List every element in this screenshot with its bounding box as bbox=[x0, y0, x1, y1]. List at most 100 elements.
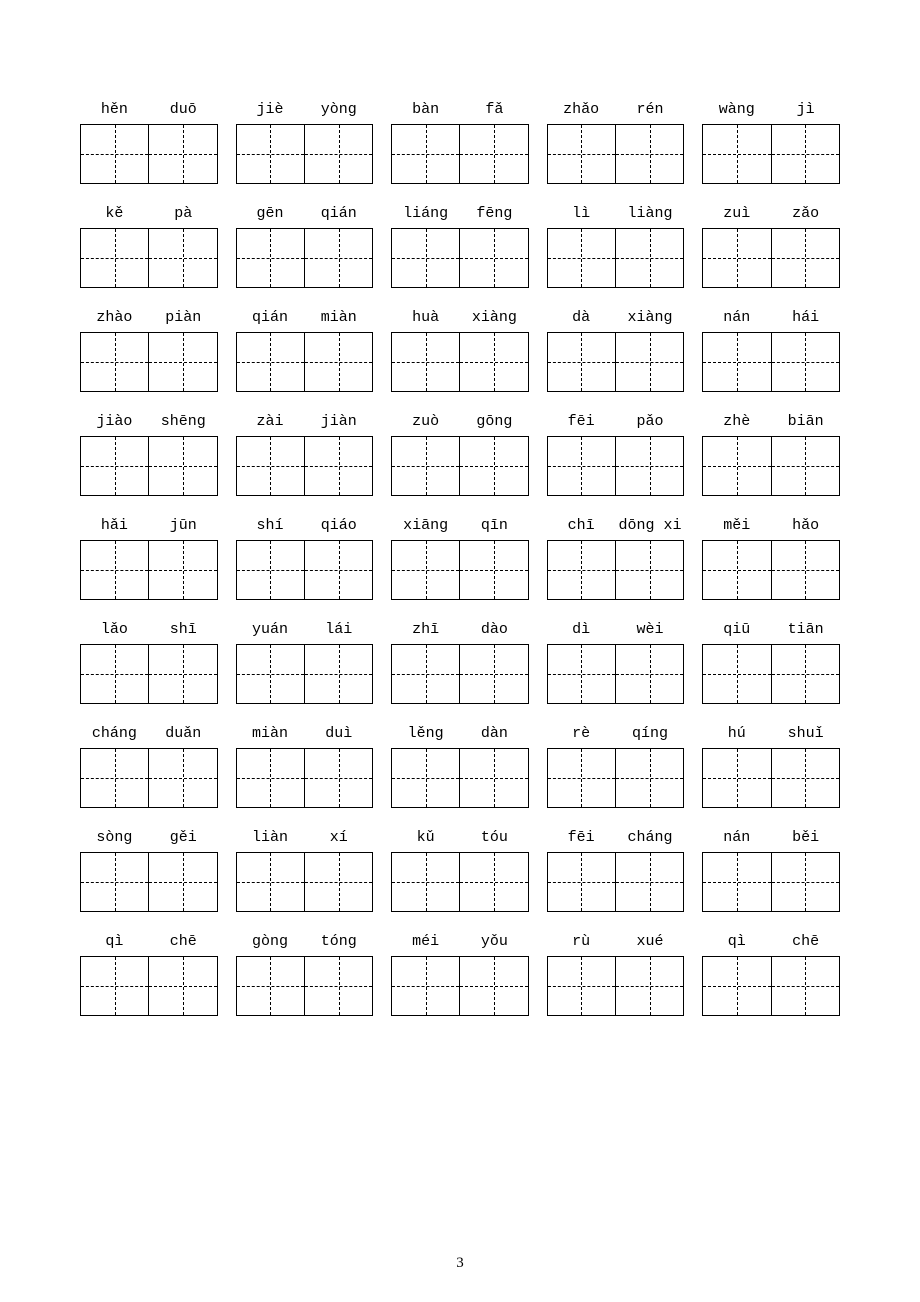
worksheet-row: chángduǎnmiànduìlěngdànrèqínghúshuǐ bbox=[80, 724, 840, 808]
pinyin-row: liángfēng bbox=[391, 204, 529, 224]
character-box bbox=[548, 229, 615, 287]
character-box bbox=[304, 853, 372, 911]
word-cell: bànfǎ bbox=[391, 100, 529, 184]
character-box bbox=[703, 957, 770, 1015]
character-box bbox=[771, 437, 839, 495]
pinyin-syllable-1: qiū bbox=[702, 620, 771, 640]
character-box bbox=[548, 333, 615, 391]
character-box bbox=[459, 957, 527, 1015]
character-boxes bbox=[80, 332, 218, 392]
word-cell: zàijiàn bbox=[236, 412, 374, 496]
pinyin-syllable-1: qì bbox=[702, 932, 771, 952]
pinyin-syllable-2: hǎo bbox=[771, 516, 840, 536]
character-boxes bbox=[391, 332, 529, 392]
character-box bbox=[459, 749, 527, 807]
pinyin-syllable-1: gòng bbox=[236, 932, 305, 952]
character-box bbox=[771, 853, 839, 911]
pinyin-syllable-1: rè bbox=[547, 724, 616, 744]
character-boxes bbox=[391, 436, 529, 496]
character-box bbox=[237, 645, 304, 703]
character-box bbox=[548, 125, 615, 183]
pinyin-syllable-2: dōng xi bbox=[616, 516, 685, 536]
pinyin-syllable-2: fǎ bbox=[460, 100, 529, 120]
character-boxes bbox=[547, 332, 685, 392]
pinyin-syllable-1: yuán bbox=[236, 620, 305, 640]
character-boxes bbox=[236, 540, 374, 600]
pinyin-syllable-2: wèi bbox=[616, 620, 685, 640]
character-box bbox=[237, 957, 304, 1015]
character-boxes bbox=[547, 228, 685, 288]
character-box bbox=[148, 125, 216, 183]
word-cell: zhīdào bbox=[391, 620, 529, 704]
character-box bbox=[459, 541, 527, 599]
pinyin-syllable-1: kǔ bbox=[391, 828, 460, 848]
worksheet-row: hǎijūnshíqiáoxiāngqīnchīdōng ximěihǎo bbox=[80, 516, 840, 600]
pinyin-syllable-1: nán bbox=[702, 828, 771, 848]
word-cell: fēipǎo bbox=[547, 412, 685, 496]
pinyin-row: yuánlái bbox=[236, 620, 374, 640]
pinyin-row: zhǎorén bbox=[547, 100, 685, 120]
character-boxes bbox=[80, 540, 218, 600]
pinyin-row: zàijiàn bbox=[236, 412, 374, 432]
pinyin-syllable-2: shēng bbox=[149, 412, 218, 432]
character-boxes bbox=[80, 124, 218, 184]
pinyin-syllable-1: lǎo bbox=[80, 620, 149, 640]
worksheet-grid: hěnduōjièyòngbànfǎzhǎorénwàngjìkěpàgēnqi… bbox=[80, 100, 840, 1016]
character-box bbox=[392, 229, 459, 287]
word-cell: sònggěi bbox=[80, 828, 218, 912]
character-boxes bbox=[236, 748, 374, 808]
pinyin-row: xiāngqīn bbox=[391, 516, 529, 536]
character-boxes bbox=[80, 852, 218, 912]
pinyin-syllable-2: shī bbox=[149, 620, 218, 640]
character-box bbox=[237, 229, 304, 287]
character-box bbox=[392, 645, 459, 703]
pinyin-syllable-2: gōng bbox=[460, 412, 529, 432]
pinyin-syllable-2: duō bbox=[149, 100, 218, 120]
character-boxes bbox=[236, 228, 374, 288]
pinyin-row: gòngtóng bbox=[236, 932, 374, 952]
pinyin-row: jièyòng bbox=[236, 100, 374, 120]
pinyin-syllable-2: běi bbox=[771, 828, 840, 848]
worksheet-row: hěnduōjièyòngbànfǎzhǎorénwàngjì bbox=[80, 100, 840, 184]
character-box bbox=[81, 125, 148, 183]
pinyin-syllable-1: rù bbox=[547, 932, 616, 952]
pinyin-row: zhèbiān bbox=[702, 412, 840, 432]
character-boxes bbox=[236, 332, 374, 392]
word-cell: lěngdàn bbox=[391, 724, 529, 808]
pinyin-syllable-2: tóng bbox=[304, 932, 373, 952]
character-box bbox=[703, 749, 770, 807]
character-box bbox=[81, 229, 148, 287]
pinyin-syllable-2: rén bbox=[616, 100, 685, 120]
character-box bbox=[392, 749, 459, 807]
pinyin-syllable-1: bàn bbox=[391, 100, 460, 120]
word-cell: rèqíng bbox=[547, 724, 685, 808]
character-box bbox=[771, 333, 839, 391]
character-boxes bbox=[391, 748, 529, 808]
pinyin-row: qiūtiān bbox=[702, 620, 840, 640]
character-box bbox=[148, 749, 216, 807]
word-cell: húshuǐ bbox=[702, 724, 840, 808]
character-box bbox=[392, 437, 459, 495]
pinyin-syllable-2: qián bbox=[304, 204, 373, 224]
pinyin-row: shíqiáo bbox=[236, 516, 374, 536]
pinyin-syllable-1: fēi bbox=[547, 828, 616, 848]
pinyin-row: qìchē bbox=[702, 932, 840, 952]
character-box bbox=[81, 437, 148, 495]
word-cell: jiàoshēng bbox=[80, 412, 218, 496]
pinyin-row: húshuǐ bbox=[702, 724, 840, 744]
pinyin-syllable-2: chē bbox=[149, 932, 218, 952]
character-box bbox=[459, 125, 527, 183]
character-boxes bbox=[547, 644, 685, 704]
character-box bbox=[548, 437, 615, 495]
character-box bbox=[615, 957, 683, 1015]
pinyin-syllable-2: cháng bbox=[616, 828, 685, 848]
pinyin-syllable-2: zǎo bbox=[771, 204, 840, 224]
character-box bbox=[703, 645, 770, 703]
character-box bbox=[703, 229, 770, 287]
pinyin-syllable-2: yǒu bbox=[460, 932, 529, 952]
pinyin-syllable-1: dà bbox=[547, 308, 616, 328]
character-boxes bbox=[547, 124, 685, 184]
pinyin-row: kǔtóu bbox=[391, 828, 529, 848]
character-boxes bbox=[236, 852, 374, 912]
character-box bbox=[459, 853, 527, 911]
